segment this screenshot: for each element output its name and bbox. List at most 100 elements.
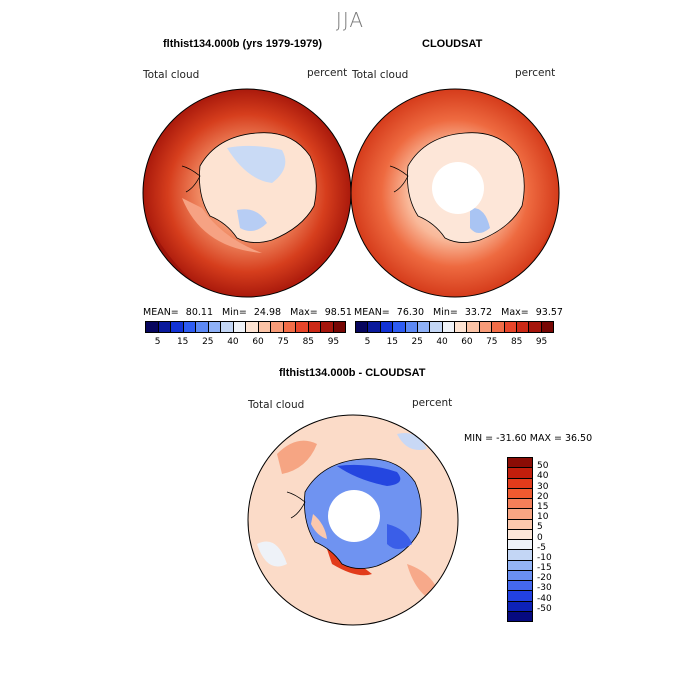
colorbar-tick-label: 75 [277, 337, 289, 347]
colorbar-swatch [504, 322, 517, 332]
panel1-min-value: 24.98 [253, 307, 282, 318]
colorbar-tick-label: 60 [461, 337, 473, 347]
panel1-colorbar [145, 321, 346, 333]
panel1-title: flthist134.000b (yrs 1979-1979) [163, 38, 322, 50]
colorbar-tick-label: 15 [537, 501, 549, 512]
colorbar-tick-label: 0 [537, 532, 543, 543]
colorbar-swatch [308, 322, 321, 332]
colorbar-tick-label: 75 [486, 337, 498, 347]
colorbar-swatch [246, 322, 259, 332]
panel1-min-label: Min= [222, 307, 247, 318]
panel2-variable-label: Total cloud [352, 69, 409, 81]
colorbar-swatch [208, 322, 221, 332]
colorbar-swatch [508, 458, 532, 469]
colorbar-swatch [508, 560, 532, 571]
colorbar-swatch [233, 322, 246, 332]
panel3-polar-map [247, 414, 459, 626]
colorbar-tick-label: 20 [537, 491, 549, 502]
colorbar-swatch [146, 322, 159, 332]
colorbar-swatch [158, 322, 171, 332]
colorbar-tick-label: 25 [411, 337, 423, 347]
colorbar-tick-label: -20 [537, 573, 552, 584]
colorbar-swatch [467, 322, 480, 332]
panel3-range-text: MIN = -31.60 MAX = 36.50 [464, 433, 593, 444]
colorbar-swatch [171, 322, 184, 332]
colorbar-tick-label: 40 [537, 471, 549, 482]
panel2-polar-map [350, 88, 560, 298]
colorbar-swatch [455, 322, 468, 332]
colorbar-tick-label: 60 [252, 337, 264, 347]
colorbar-swatch [492, 322, 505, 332]
panel3-colorbar-ticks: 50 40 30 20 15 10 5 0 -5 -10 -15 -20 -30 -40 -50 [537, 457, 577, 622]
colorbar-swatch [508, 540, 532, 551]
panel2-max-label: Max= [501, 307, 529, 318]
colorbar-tick-label: 40 [436, 337, 448, 347]
panel3-variable-label: Total cloud [248, 399, 305, 411]
panel2-max-value: 93.57 [535, 307, 563, 318]
colorbar-swatch [393, 322, 406, 332]
colorbar-swatch [321, 322, 334, 332]
panel1-units-label: percent [307, 67, 348, 79]
colorbar-tick-label: -10 [537, 552, 552, 563]
season-title: JJA [335, 8, 365, 32]
panel3-colorbar [507, 457, 533, 622]
panel3-polar-hole [328, 490, 380, 542]
colorbar-tick-label: -15 [537, 563, 552, 574]
panel2-polar-hole [432, 162, 484, 214]
colorbar-swatch [541, 322, 553, 332]
colorbar-swatch [508, 488, 532, 499]
colorbar-swatch [508, 591, 532, 602]
colorbar-swatch [283, 322, 296, 332]
colorbar-tick-label: 40 [227, 337, 239, 347]
panel1-max-value: 98.51 [324, 307, 352, 318]
colorbar-swatch [296, 322, 309, 332]
colorbar-swatch [508, 529, 532, 540]
colorbar-swatch [508, 519, 532, 530]
colorbar-swatch [258, 322, 271, 332]
colorbar-tick-label: -30 [537, 583, 552, 594]
colorbar-swatch [271, 322, 284, 332]
panel2-min-value: 33.72 [464, 307, 493, 318]
colorbar-swatch [508, 468, 532, 479]
panel2-title: CLOUDSAT [422, 38, 483, 50]
panel1-polar-map [142, 88, 352, 298]
panel1-antarctica [199, 132, 317, 243]
colorbar-tick-label: 85 [302, 337, 315, 347]
panel1-colorbar-ticks: 5 15 25 40 60 75 85 95 [145, 337, 346, 349]
colorbar-swatch [333, 322, 345, 332]
colorbar-swatch [508, 601, 532, 612]
colorbar-tick-label: 5 [537, 522, 543, 533]
colorbar-swatch [196, 322, 209, 332]
panel3-units-label: percent [412, 397, 453, 409]
panel2-min-label: Min= [433, 307, 458, 318]
panel1-max-label: Max= [290, 307, 318, 318]
colorbar-swatch [508, 550, 532, 561]
colorbar-tick-label: 30 [537, 481, 549, 492]
colorbar-swatch [529, 322, 542, 332]
colorbar-swatch [508, 581, 532, 592]
colorbar-swatch [508, 611, 532, 621]
panel2-mean-label: MEAN= [354, 307, 390, 318]
panel3-title: flthist134.000b - CLOUDSAT [279, 367, 426, 379]
colorbar-swatch [417, 322, 431, 332]
colorbar-tick-label: 15 [386, 337, 399, 347]
colorbar-swatch [221, 322, 234, 332]
panel2-colorbar [355, 321, 554, 333]
colorbar-tick-label: 25 [202, 337, 214, 347]
colorbar-tick-label: 10 [537, 512, 549, 523]
panel1-mean-label: MEAN= [143, 307, 179, 318]
panel2-mean-value: 76.30 [396, 307, 424, 318]
colorbar-swatch [380, 322, 394, 332]
colorbar-tick-label: -40 [537, 593, 552, 604]
colorbar-tick-label: -50 [537, 603, 552, 614]
colorbar-tick-label: 50 [537, 461, 549, 472]
panel2-colorbar-ticks: 5 15 25 40 60 75 85 95 [355, 337, 554, 349]
colorbar-swatch [356, 322, 369, 332]
colorbar-swatch [516, 322, 530, 332]
colorbar-swatch [405, 322, 418, 332]
colorbar-tick-label: 5 [364, 337, 371, 347]
panel1-variable-label: Total cloud [143, 69, 200, 81]
colorbar-tick-label: -5 [537, 542, 546, 553]
colorbar-swatch [508, 509, 532, 520]
colorbar-swatch [183, 322, 196, 332]
